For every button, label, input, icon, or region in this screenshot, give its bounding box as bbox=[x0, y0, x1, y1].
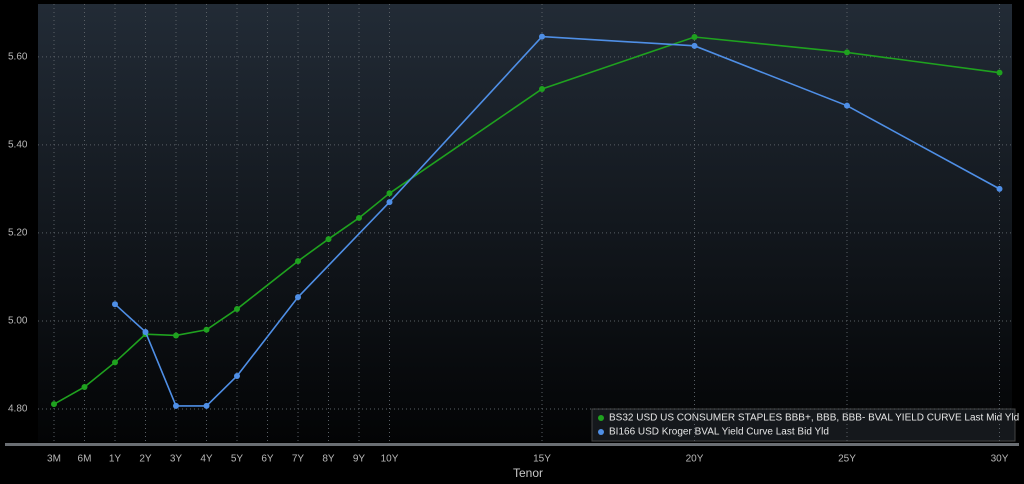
legend-label: BI166 USD Kroger BVAL Yield Curve Last B… bbox=[609, 427, 829, 438]
plot-area bbox=[38, 4, 1012, 442]
x-tick-label: 8Y bbox=[322, 454, 335, 465]
data-point bbox=[844, 102, 850, 109]
x-tick-label: 3M bbox=[47, 454, 61, 465]
y-tick-label: 5.00 bbox=[8, 316, 28, 327]
x-tick-label: 6M bbox=[78, 454, 92, 465]
data-point bbox=[203, 326, 210, 333]
data-point bbox=[295, 258, 301, 265]
x-tick-label: 25Y bbox=[838, 454, 856, 465]
data-point bbox=[112, 301, 118, 308]
data-point bbox=[325, 236, 332, 243]
x-tick-label: 9Y bbox=[353, 454, 366, 465]
data-point bbox=[386, 190, 393, 197]
data-point bbox=[234, 306, 240, 313]
data-point bbox=[539, 85, 545, 92]
legend-box bbox=[591, 408, 1016, 442]
data-point bbox=[51, 401, 57, 408]
legend-marker bbox=[598, 415, 604, 421]
x-axis-title: Tenor bbox=[513, 466, 543, 480]
x-tick-label: 1Y bbox=[109, 454, 122, 465]
data-point bbox=[996, 185, 1003, 192]
scrollbar[interactable] bbox=[5, 443, 1019, 446]
data-point bbox=[203, 402, 210, 409]
legend: BS32 USD US CONSUMER STAPLES BBB+, BBB, … bbox=[591, 408, 1019, 442]
x-tick-label: 2Y bbox=[139, 454, 152, 465]
y-tick-label: 5.20 bbox=[8, 228, 28, 239]
x-tick-label: 3Y bbox=[170, 454, 183, 465]
legend-marker bbox=[598, 429, 604, 435]
data-point bbox=[691, 42, 698, 49]
data-point bbox=[996, 69, 1003, 76]
y-tick-label: 5.40 bbox=[8, 140, 28, 151]
data-point bbox=[539, 33, 545, 40]
data-point bbox=[173, 402, 179, 409]
legend-label: BS32 USD US CONSUMER STAPLES BBB+, BBB, … bbox=[609, 413, 1019, 424]
data-point bbox=[356, 214, 362, 221]
data-point bbox=[234, 372, 240, 379]
x-tick-label: 7Y bbox=[292, 454, 305, 465]
x-tick-label: 20Y bbox=[686, 454, 704, 465]
data-point bbox=[142, 328, 149, 335]
data-point bbox=[81, 383, 88, 390]
data-point bbox=[386, 199, 393, 206]
x-tick-label: 10Y bbox=[381, 454, 399, 465]
x-tick-label: 15Y bbox=[533, 454, 551, 465]
x-tick-label: 4Y bbox=[200, 454, 213, 465]
data-point bbox=[691, 34, 698, 41]
y-tick-label: 4.80 bbox=[8, 404, 28, 415]
data-point bbox=[173, 332, 179, 339]
data-point bbox=[112, 359, 118, 366]
x-tick-label: 6Y bbox=[261, 454, 274, 465]
data-point bbox=[844, 49, 850, 56]
data-point bbox=[295, 294, 301, 301]
y-tick-label: 5.60 bbox=[8, 51, 28, 62]
x-tick-label: 30Y bbox=[991, 454, 1009, 465]
x-tick-label: 5Y bbox=[231, 454, 244, 465]
